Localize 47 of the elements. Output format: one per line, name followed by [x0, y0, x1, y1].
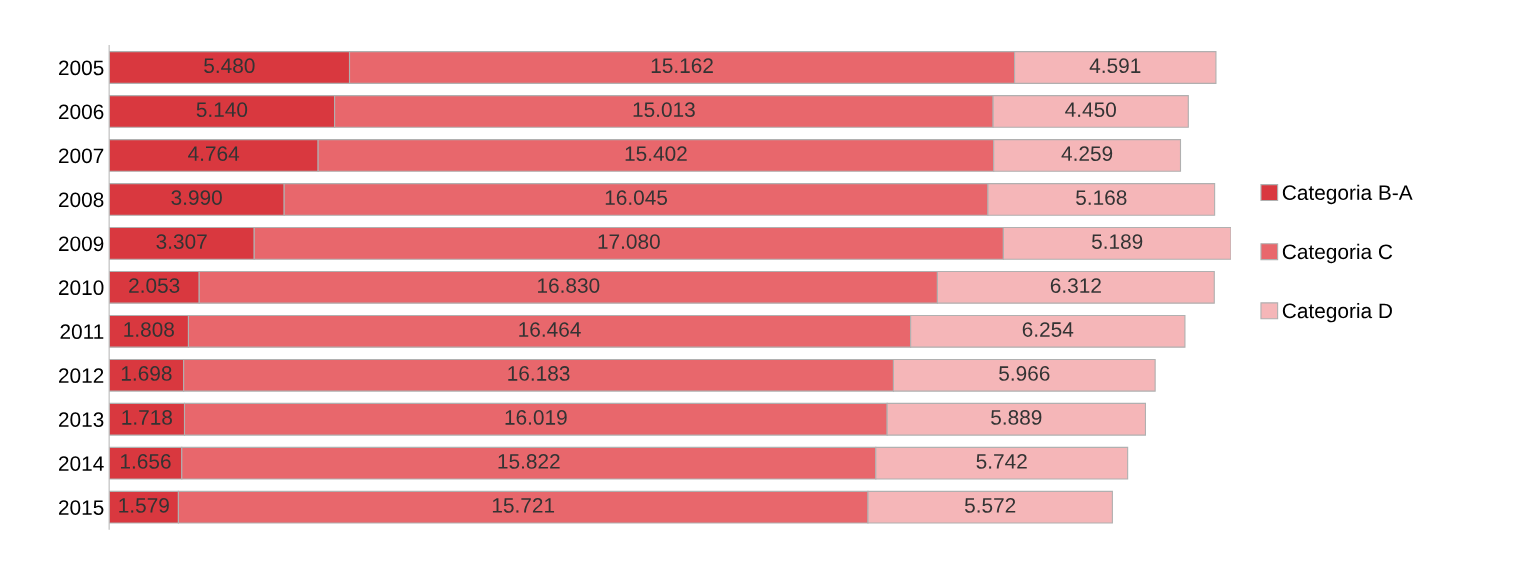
data-label: 5.889: [991, 410, 1042, 425]
data-label: 16.830: [538, 278, 600, 293]
data-label: 4.450: [1065, 102, 1116, 118]
legend-label: Categoria D: [1282, 302, 1392, 323]
y-tick-label: 2015: [59, 500, 104, 515]
data-label: 15.162: [651, 58, 713, 74]
data-label: 5.572: [964, 498, 1016, 513]
data-label: 16.464: [519, 322, 581, 337]
data-label: 5.140: [196, 102, 248, 118]
data-label: 16.045: [605, 190, 668, 205]
data-label: 5.168: [1076, 190, 1127, 205]
data-label: 16.019: [505, 410, 567, 425]
data-label: 1.718: [122, 410, 172, 425]
data-label: 4.259: [1061, 146, 1113, 162]
y-tick-label: 2005: [59, 60, 104, 76]
data-label: 15.721: [492, 498, 555, 513]
data-label: 1.808: [124, 322, 174, 337]
data-label: 5.480: [204, 58, 255, 74]
data-label: 4.764: [188, 146, 240, 162]
y-tick-label: 2014: [59, 456, 104, 471]
data-label: 1.698: [121, 366, 172, 381]
y-tick-label: 2009: [59, 236, 104, 252]
data-label: 3.307: [156, 234, 207, 249]
y-tick-label: 2008: [59, 192, 104, 208]
y-tick-label: 2010: [59, 280, 104, 296]
data-label: 15.822: [498, 454, 560, 469]
data-label: 5.189: [1091, 234, 1143, 249]
data-label: 3.990: [171, 190, 222, 205]
legend-label: Categoria B-A: [1282, 184, 1413, 205]
data-label: 6.254: [1022, 322, 1074, 337]
legend-label: Categoria C: [1282, 243, 1393, 264]
data-label: 5.966: [999, 366, 1050, 381]
data-label: 1.656: [120, 454, 171, 469]
data-label: 6.312: [1050, 278, 1101, 293]
data-label: 2.053: [129, 278, 180, 293]
y-tick-label: 2006: [59, 104, 104, 120]
y-tick-label: 2007: [59, 148, 104, 164]
data-label: 15.013: [633, 102, 695, 118]
data-label: 5.742: [976, 454, 1027, 469]
data-label: 16.183: [508, 366, 570, 381]
data-label: 1.579: [119, 498, 169, 513]
data-label: 17.080: [598, 234, 660, 249]
y-tick-label: 2011: [60, 324, 104, 340]
data-label: 4.591: [1089, 58, 1141, 74]
data-label: 15.402: [625, 146, 687, 162]
y-tick-label: 2013: [59, 412, 104, 427]
y-tick-label: 2012: [59, 368, 104, 384]
